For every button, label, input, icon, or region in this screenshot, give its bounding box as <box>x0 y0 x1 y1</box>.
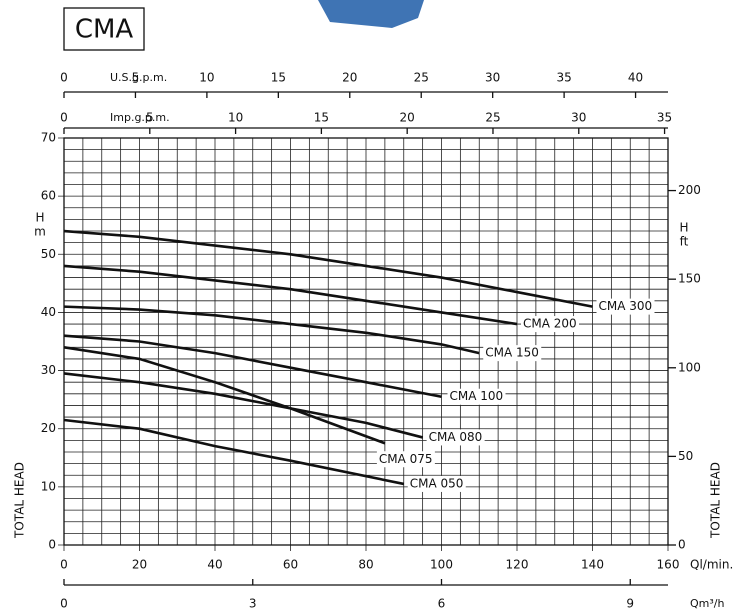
curve <box>63 264 518 326</box>
secondary-tick-label: 35 <box>657 111 672 125</box>
curve <box>63 334 442 399</box>
curve-label: CMA 080 <box>429 430 483 444</box>
secondary-axis-label: U.S.g.p.m. <box>110 71 167 84</box>
curve-label: CMA 100 <box>450 389 504 403</box>
x-tick-label: 80 <box>358 558 373 572</box>
secondary-tick-label: 6 <box>438 597 446 611</box>
curve-label: CMA 200 <box>523 317 577 331</box>
title-box <box>63 7 145 51</box>
secondary-tick-label: 5 <box>146 111 154 125</box>
secondary-tick-label: 30 <box>485 71 500 85</box>
secondary-tick-label: 0 <box>60 597 68 611</box>
y-unit-label: m <box>34 225 46 239</box>
y-tick-label: 20 <box>41 421 56 435</box>
curve <box>63 229 593 308</box>
curve <box>63 305 480 355</box>
y2-tick-label: 50 <box>678 449 693 463</box>
y-tick-label: 50 <box>41 247 56 261</box>
secondary-tick-label: 15 <box>314 111 329 125</box>
secondary-tick-label: 20 <box>400 111 415 125</box>
y2-tick-label: 200 <box>678 183 701 197</box>
curve-label-bg <box>376 451 435 468</box>
secondary-tick-label: 3 <box>249 597 257 611</box>
x-axis-label: Ql/min. <box>690 558 733 572</box>
secondary-tick-label: 40 <box>628 71 643 85</box>
curve-label: CMA 075 <box>379 452 433 466</box>
curve <box>63 418 405 486</box>
curve-label-bg <box>521 316 579 333</box>
x-tick-label: 100 <box>430 558 453 572</box>
secondary-tick-label: 35 <box>556 71 571 85</box>
secondary-tick-label: 5 <box>132 71 140 85</box>
secondary-tick-label: 15 <box>271 71 286 85</box>
curve-label-bg <box>447 388 506 405</box>
plot-frame <box>63 137 669 546</box>
secondary-tick-label: 25 <box>485 111 500 125</box>
y-axis-label: TOTAL HEAD <box>13 462 27 539</box>
secondary-tick-label: 25 <box>414 71 429 85</box>
curve-label-bg <box>407 475 466 492</box>
curve-label-bg <box>483 345 542 362</box>
curve-label-bg <box>596 298 655 315</box>
x-tick-label: 160 <box>657 558 680 572</box>
secondary-tick-label: 20 <box>342 71 357 85</box>
pump-image <box>318 0 424 28</box>
x-tick-label: 140 <box>581 558 604 572</box>
y-tick-label: 0 <box>48 538 56 552</box>
y2-tick-label: 100 <box>678 360 701 374</box>
y-unit-label: H <box>35 211 44 225</box>
y-tick-label: 40 <box>41 305 56 319</box>
y-tick-label: 70 <box>41 131 56 145</box>
x-tick-label: 60 <box>283 558 298 572</box>
curve <box>63 346 386 445</box>
secondary-tick-label: 30 <box>571 111 586 125</box>
curve <box>63 372 423 439</box>
secondary-tick-label: 0 <box>60 111 68 125</box>
x-tick-label: 120 <box>506 558 529 572</box>
x-tick-label: 0 <box>60 558 68 572</box>
x-tick-label: 20 <box>132 558 147 572</box>
y2-tick-label: 150 <box>678 272 701 286</box>
secondary-tick-label: 0 <box>60 71 68 85</box>
y-tick-label: 60 <box>41 189 56 203</box>
x-tick-label: 40 <box>207 558 222 572</box>
curve-label: CMA 150 <box>485 346 539 360</box>
secondary-tick-label: 9 <box>626 597 634 611</box>
curve-label: CMA 300 <box>599 299 653 313</box>
y2-unit-label: ft <box>680 235 689 249</box>
y-tick-label: 30 <box>41 363 56 377</box>
chart-title: CMA <box>75 15 134 45</box>
y2-axis-label: TOTAL HEAD <box>709 462 723 539</box>
secondary-tick-label: 10 <box>199 71 214 85</box>
y-tick-label: 10 <box>41 479 56 493</box>
curve-label-bg <box>426 429 485 446</box>
curve-label: CMA 050 <box>410 476 464 490</box>
secondary-tick-label: 10 <box>228 111 243 125</box>
secondary-axis-label: Qm³/h <box>690 597 724 610</box>
y2-unit-label: H <box>679 221 688 235</box>
secondary-axis-label: Imp.g.p.m. <box>110 111 170 124</box>
y2-tick-label: 0 <box>678 538 686 552</box>
